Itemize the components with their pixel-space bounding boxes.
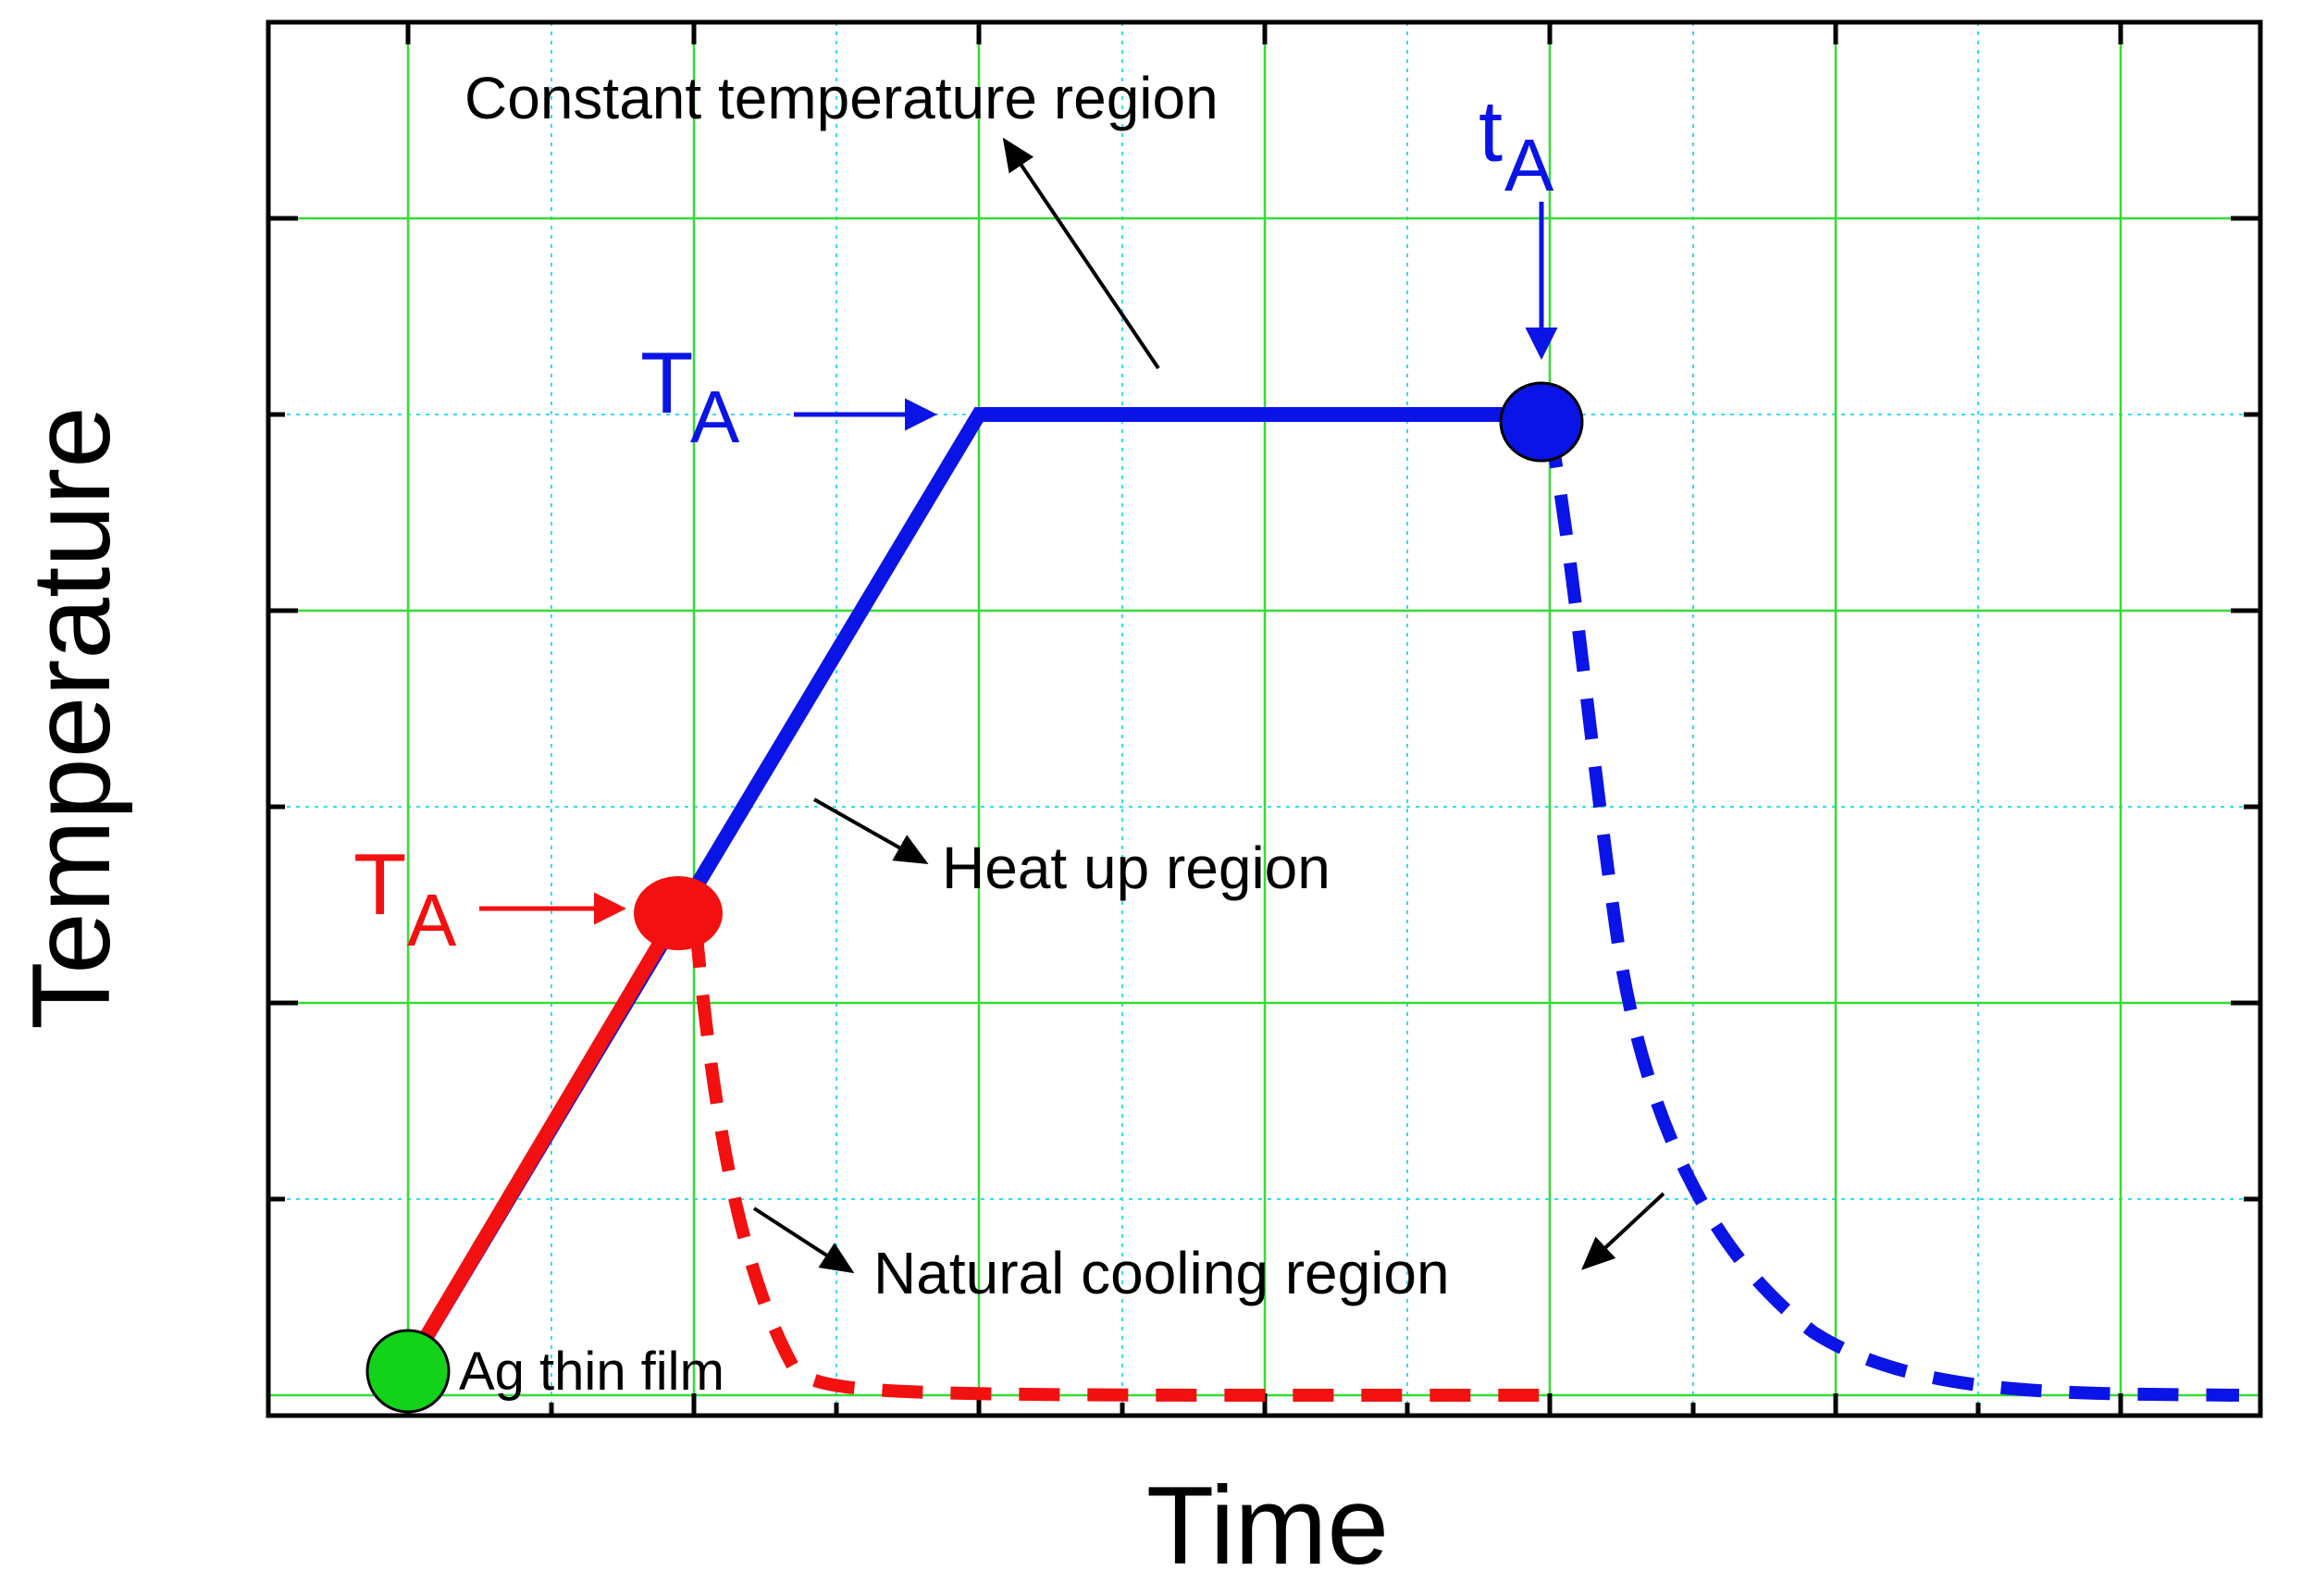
heat-up-region-label: Heat up region <box>942 835 1330 901</box>
blue-temp-symbol: T <box>640 334 693 431</box>
minor-grid <box>268 22 2260 1410</box>
x-axis-label: Time <box>1146 1464 1389 1588</box>
red-cooling-curve <box>689 926 1551 1403</box>
tick-marks <box>268 22 2260 1416</box>
blue-temp-subscript: A <box>690 376 740 458</box>
blue-cooling-curve <box>1543 426 2240 1402</box>
red-temp-symbol: T <box>353 835 406 933</box>
blue-time-subscript: A <box>1504 124 1554 206</box>
red-temp-subscript: A <box>407 879 457 961</box>
blue-time-symbol: t <box>1479 82 1503 179</box>
start-marker <box>365 1329 451 1414</box>
natural-cooling-region-label: Natural cooling region <box>873 1240 1450 1306</box>
blue-end-marker <box>1499 381 1584 463</box>
constant-region-arrow <box>1002 137 1160 370</box>
cooling-region-arrow-right <box>1581 1192 1665 1270</box>
red-heat-profile <box>402 909 684 1372</box>
cooling-region-arrow-left <box>752 1206 855 1274</box>
heat-up-region-arrow <box>813 798 929 864</box>
constant-region-label: Constant temperature region <box>464 65 1219 131</box>
y-axis-label: Temperature <box>9 406 133 1030</box>
substrate-label: Ag thin film <box>459 1342 724 1402</box>
major-grid <box>268 22 2260 1410</box>
red-end-marker <box>634 876 723 950</box>
